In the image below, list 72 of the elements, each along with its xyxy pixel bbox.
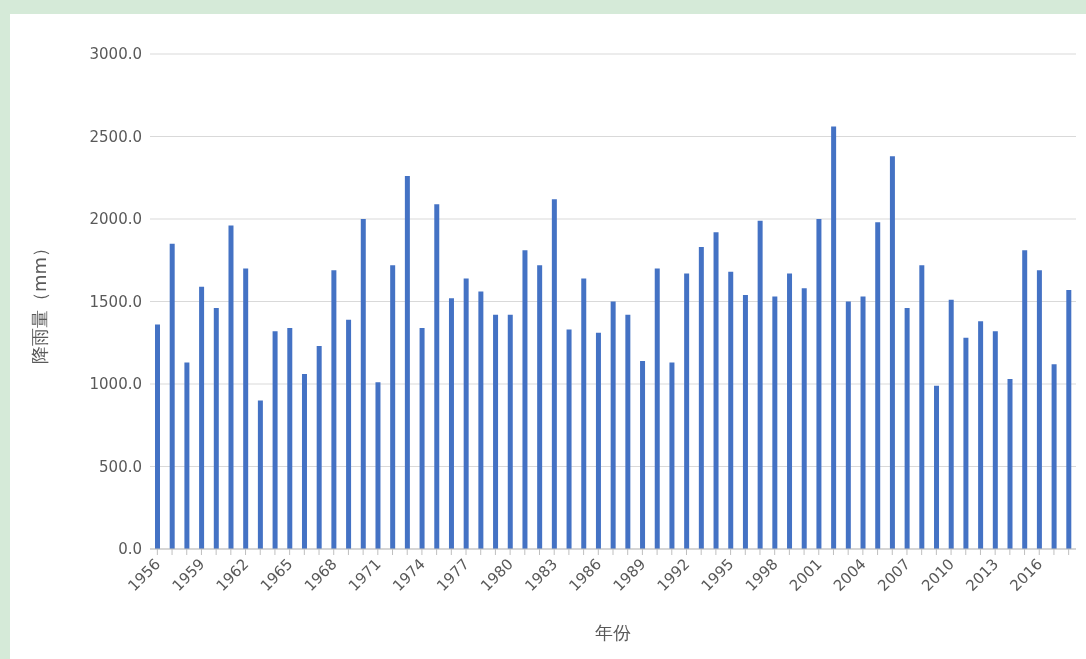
bar xyxy=(816,219,822,549)
bar xyxy=(772,296,778,549)
bar xyxy=(595,332,601,549)
bar xyxy=(301,374,307,549)
bar xyxy=(390,265,396,549)
bar xyxy=(889,156,895,549)
bar xyxy=(948,299,954,549)
bar xyxy=(684,273,690,549)
bar xyxy=(934,385,940,549)
bar xyxy=(992,331,998,549)
bar xyxy=(698,247,704,549)
bar xyxy=(522,250,528,549)
bar xyxy=(713,232,719,549)
bar xyxy=(155,324,160,549)
bar xyxy=(375,382,381,549)
bar xyxy=(787,273,793,549)
bar xyxy=(257,400,263,549)
bar xyxy=(272,331,278,549)
bar xyxy=(904,308,910,549)
bar xyxy=(537,265,543,549)
y-axis-title: 降雨量（mm） xyxy=(29,238,51,365)
bar xyxy=(493,314,499,549)
bar xyxy=(228,225,234,549)
bar xyxy=(184,362,190,549)
bar xyxy=(360,219,366,549)
bar xyxy=(243,268,249,549)
bar xyxy=(287,327,293,549)
bar xyxy=(728,271,734,549)
bar xyxy=(640,360,646,549)
x-axis-title: 年份 xyxy=(595,622,631,643)
y-tick-label: 2000.0 xyxy=(89,210,142,229)
bar xyxy=(831,126,837,549)
bar xyxy=(169,243,175,549)
bar xyxy=(875,222,881,549)
bar xyxy=(919,265,925,549)
bar xyxy=(551,199,557,549)
bar xyxy=(463,278,469,549)
bar xyxy=(757,220,763,549)
bar xyxy=(581,278,587,549)
bar xyxy=(625,314,631,549)
bar xyxy=(346,319,352,549)
bar xyxy=(419,327,425,549)
bar xyxy=(1022,250,1028,549)
y-tick-label: 2500.0 xyxy=(89,127,142,146)
bar xyxy=(448,298,454,549)
y-tick-label: 500.0 xyxy=(99,457,142,476)
bar xyxy=(1051,364,1057,549)
bar xyxy=(478,291,484,549)
bar xyxy=(1066,289,1072,549)
y-tick-label: 0.0 xyxy=(118,540,142,559)
bar xyxy=(316,346,322,549)
bar xyxy=(199,286,205,549)
bar xyxy=(1007,379,1013,549)
bar xyxy=(978,321,984,549)
bar xyxy=(507,314,513,549)
bar xyxy=(610,301,616,549)
bar xyxy=(801,288,807,549)
bar xyxy=(742,294,748,549)
y-tick-label: 3000.0 xyxy=(89,45,142,64)
y-tick-label: 1500.0 xyxy=(89,292,142,311)
bar xyxy=(404,176,410,549)
bar xyxy=(669,362,675,549)
bar xyxy=(845,301,851,549)
bar xyxy=(654,268,660,549)
y-tick-label: 1000.0 xyxy=(89,375,142,394)
bar xyxy=(860,296,866,549)
bar xyxy=(434,204,440,549)
bar xyxy=(331,270,337,549)
bar xyxy=(213,308,219,549)
bar xyxy=(963,337,969,549)
bar xyxy=(1036,270,1042,549)
bar xyxy=(566,329,572,549)
